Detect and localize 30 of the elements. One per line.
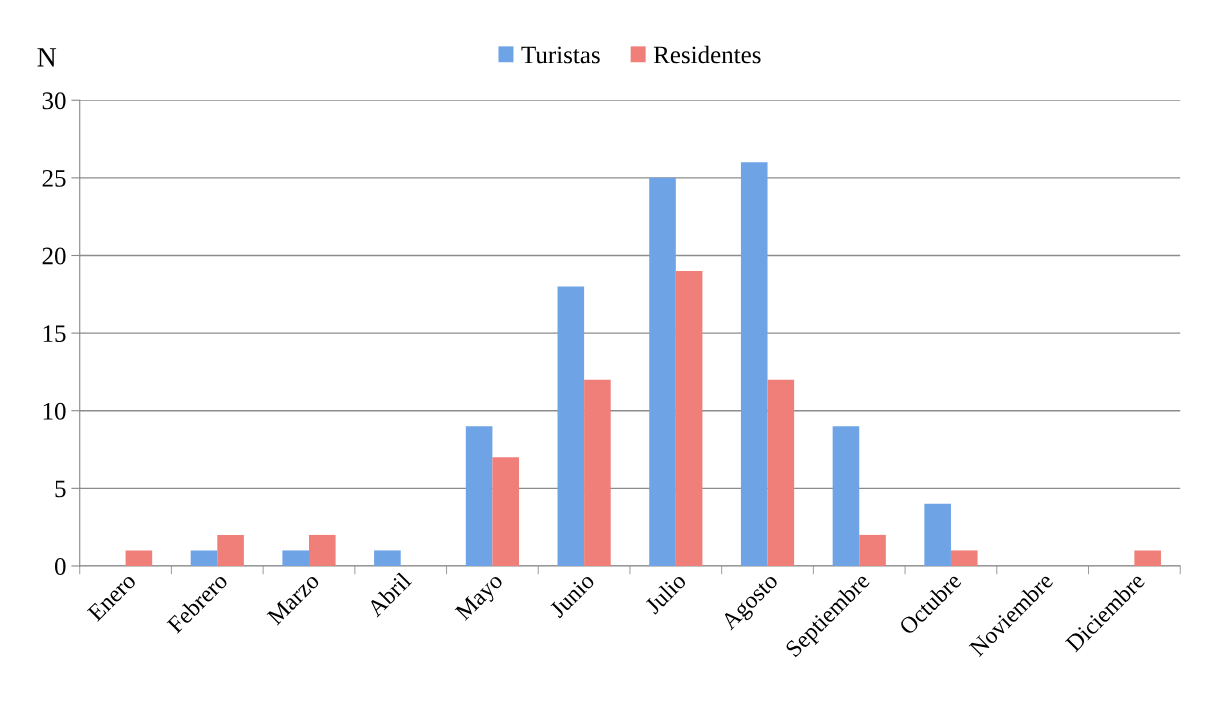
bar: [675, 271, 703, 566]
bar: [125, 550, 153, 566]
bar: [740, 162, 768, 566]
bar: [584, 379, 611, 566]
bar: [465, 426, 493, 566]
bar: [767, 379, 795, 566]
bar: [492, 457, 520, 566]
legend-label: Turistas: [521, 46, 600, 64]
bar: [832, 426, 860, 566]
bar: [374, 550, 401, 566]
x-tick-label: Julio: [643, 571, 687, 615]
y-tick-label: 5: [55, 480, 66, 498]
bar: [309, 534, 336, 566]
bar: [649, 177, 676, 566]
bar: [217, 534, 244, 566]
bar: [950, 550, 978, 566]
y-tick-label: 10: [43, 402, 66, 420]
y-tick-label: 20: [42, 247, 66, 265]
y-tick-label: 0: [54, 558, 66, 575]
bar: [190, 550, 218, 566]
bar: [924, 503, 951, 566]
y-tick-label: 30: [42, 92, 66, 110]
bar: [859, 534, 886, 566]
bar: [557, 286, 585, 566]
y-axis-title: N: [37, 48, 57, 67]
y-tick-label: 15: [43, 325, 66, 343]
y-tick-label: 25: [42, 169, 66, 187]
bar: [1134, 550, 1161, 566]
legend-label: Residentes: [653, 45, 761, 64]
bar: [282, 550, 309, 566]
